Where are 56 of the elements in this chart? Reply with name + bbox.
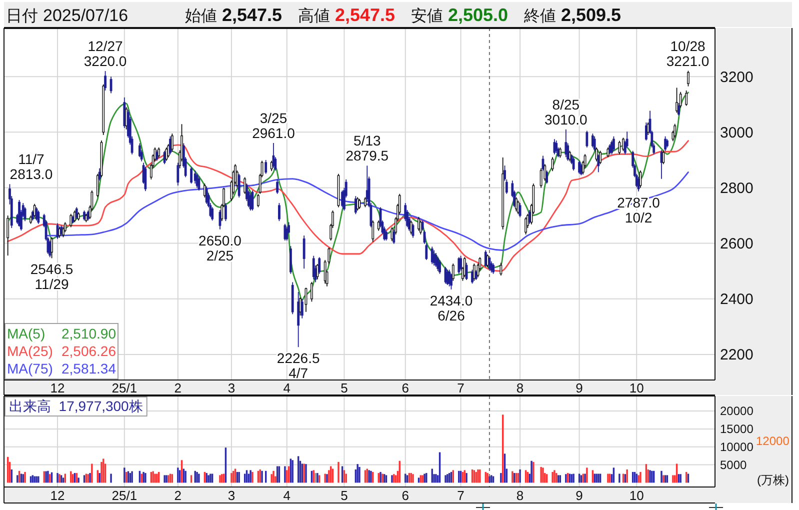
annotation: 2434.0 6/26 [430, 292, 473, 324]
annotation: 8/25 3010.0 [544, 96, 588, 128]
x-tick-label: 25/1 [112, 488, 138, 503]
annotation: 2226.5 4/7 [276, 350, 320, 382]
annotation: 3/25 2961.0 [252, 110, 296, 142]
text: 終値 2,509.5 [523, 5, 622, 25]
text: 日付 2025/07/16 [6, 6, 128, 25]
text: 12000 [756, 434, 790, 448]
x-tick-label: 2 [174, 380, 182, 396]
x-tick-label: 12 [50, 488, 65, 503]
x-tick-label: 5 [340, 380, 348, 396]
annotation: 2650.0 2/25 [198, 232, 242, 264]
x-tick-label: 2 [174, 488, 182, 503]
x-tick-label: 10 [629, 488, 644, 503]
x-tick-label: 12 [50, 380, 65, 396]
y-tick-label: 3200 [720, 68, 754, 86]
y-tick-label: 5000 [720, 458, 748, 472]
annotation: 5/13 2879.5 [346, 132, 389, 164]
annotation: 2546.5 11/29 [30, 261, 74, 292]
x-tick-label: 3 [228, 380, 236, 396]
chart-title: 出来高 17,977,300株 [9, 398, 143, 414]
x-tick-label: 25/1 [112, 380, 138, 396]
x-tick-label: 6 [402, 380, 409, 396]
text: MA(75) [7, 360, 53, 376]
x-tick-label: 8 [516, 380, 524, 396]
y-tick-label: 2800 [720, 180, 754, 197]
y-tick-label: 2400 [720, 291, 754, 308]
x-tick-label: 10 [629, 380, 644, 396]
annotation: 11/7 2813.0 [10, 151, 53, 182]
text: 安値 2,505.0 [411, 5, 508, 25]
y-tick-label: 3000 [720, 124, 754, 142]
x-tick-label: 3 [228, 488, 236, 503]
y-tick-label: 2600 [720, 236, 754, 253]
x-tick-label: 8 [516, 488, 524, 503]
text: MA(25) [7, 343, 53, 359]
x-tick-label: 4 [283, 380, 290, 396]
text: MA(5) [7, 326, 46, 342]
x-tick-label: 5 [340, 488, 348, 503]
text: 高値 2,547.5 [298, 5, 396, 25]
y-tick-label: 10000 [720, 440, 754, 454]
y-axis-title: (万株) [757, 473, 789, 487]
y-tick-label: 15000 [720, 422, 754, 436]
x-tick-label: 4 [283, 488, 290, 503]
x-tick-label: 7 [457, 380, 464, 396]
x-tick-label: 9 [576, 380, 583, 396]
y-tick-label: 2200 [720, 346, 754, 364]
text: 始値 2,547.5 [185, 5, 282, 25]
y-tick-label: 20000 [720, 404, 754, 418]
annotation: 10/28 3221.0 [666, 38, 710, 69]
x-tick-label: 7 [457, 488, 464, 503]
annotation: 12/27 3220.0 [84, 38, 127, 70]
x-tick-label: 9 [576, 488, 583, 503]
annotation: 2,581.34 [62, 360, 116, 376]
annotation: 2,510.90 [62, 326, 116, 342]
annotation: 2,506.26 [62, 343, 116, 359]
x-tick-label: 6 [402, 488, 409, 503]
